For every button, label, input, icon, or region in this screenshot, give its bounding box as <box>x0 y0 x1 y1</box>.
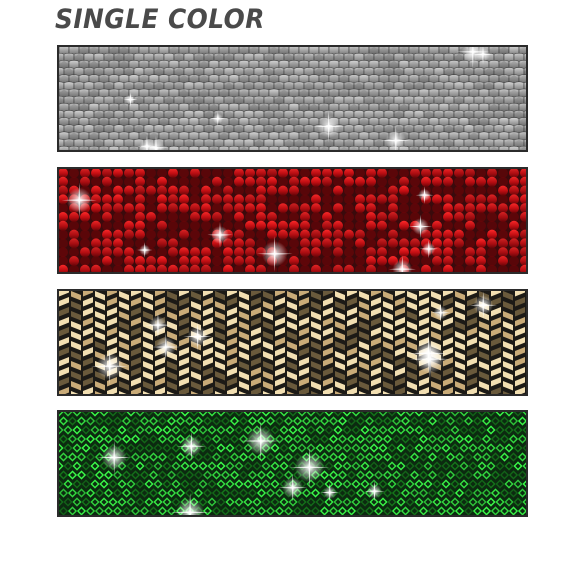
sparkle-mark <box>430 303 451 323</box>
sparkle-mark <box>256 235 293 272</box>
sparkle-mark <box>90 347 129 385</box>
sparkle-mark <box>170 492 210 515</box>
page-title: SINGLE COLOR <box>55 4 265 35</box>
sparkle-mark <box>456 47 490 69</box>
sparkle-mark <box>176 431 207 461</box>
sparkle-mark <box>151 332 180 362</box>
red-sequins-swatch <box>57 167 528 274</box>
sparkle-mark <box>61 182 97 218</box>
red-sequins-pattern <box>59 169 526 272</box>
sparkle-mark <box>320 483 339 502</box>
green-diamonds-pattern <box>59 412 526 515</box>
sparkle-mark <box>207 222 233 248</box>
sparkle-mark <box>381 126 411 150</box>
sparkle-mark <box>123 92 138 107</box>
sparkle-mark <box>143 135 169 150</box>
sparkle-mark <box>409 338 451 380</box>
sparkle-mark <box>312 110 345 143</box>
sparkle-mark <box>210 111 226 127</box>
sparkle-mark <box>364 480 385 502</box>
sparkle-mark <box>183 322 213 351</box>
green-diamonds-swatch <box>57 410 528 517</box>
sparkle-mark <box>96 440 132 475</box>
silver-scales-swatch <box>57 45 528 152</box>
sparkle-mark <box>408 214 433 239</box>
sparkle-mark <box>241 421 281 461</box>
sparkle-mark <box>137 242 153 258</box>
sparkle-mark <box>278 473 308 503</box>
sparkle-mark <box>415 186 434 204</box>
gold-chevron-swatch <box>57 289 528 396</box>
sparkle-mark <box>288 446 331 489</box>
gold-chevron-pattern <box>59 291 526 394</box>
silver-scales-pattern <box>59 47 526 150</box>
sparkle-mark <box>145 312 171 338</box>
sparkle-mark <box>469 291 498 319</box>
sparkle-mark <box>419 239 438 258</box>
sparkle-mark <box>388 255 416 272</box>
